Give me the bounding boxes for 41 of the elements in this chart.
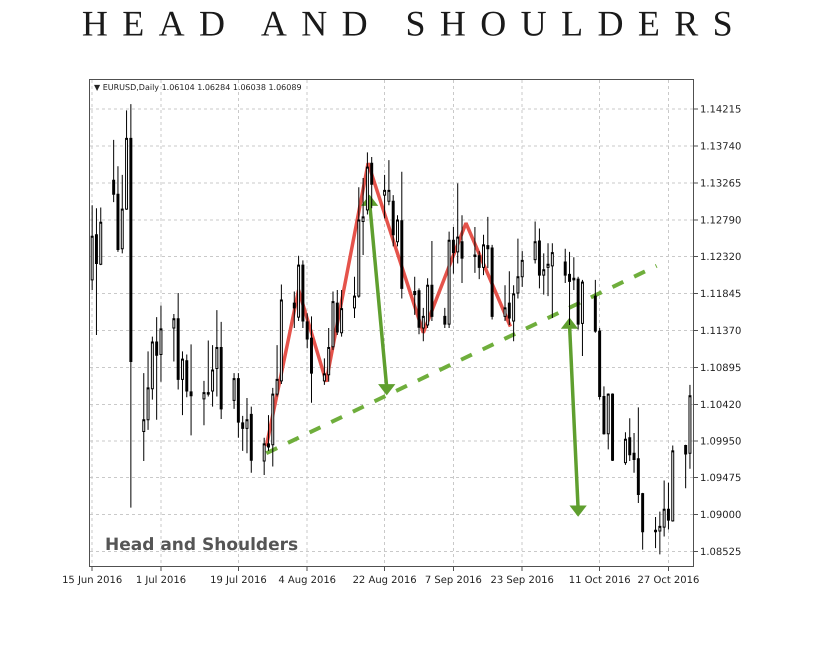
candlestick (580, 279, 584, 357)
chart-title: HEAD AND SHOULDERS (82, 3, 748, 44)
y-tick-label: 1.09475 (700, 473, 742, 484)
candlestick (129, 104, 132, 508)
x-tick-label: 23 Sep 2016 (490, 575, 554, 586)
candlestick (190, 344, 193, 436)
candlestick (327, 328, 330, 382)
y-tick-label: 1.12790 (700, 215, 742, 226)
candlestick (236, 372, 240, 438)
y-tick-label: 1.08525 (700, 547, 742, 558)
annotation: Head and Shoulders (105, 535, 298, 555)
x-tick-label: 1 Jul 2016 (136, 575, 186, 586)
candlestick (400, 171, 404, 300)
y-tick-label: 1.11845 (700, 288, 742, 300)
x-tick-label: 15 Jun 2016 (62, 575, 122, 586)
x-tick-label: 7 Sep 2016 (424, 575, 482, 586)
candlestick (611, 392, 614, 462)
candlestick (94, 208, 98, 336)
x-tick-label: 11 Oct 2016 (568, 575, 631, 586)
x-tick-label: 22 Aug 2016 (352, 575, 417, 586)
candlestick (448, 231, 451, 329)
candlestick (211, 344, 214, 408)
x-tick-label: 4 Aug 2016 (278, 575, 336, 586)
candlestick (550, 242, 554, 318)
candlestick (340, 289, 344, 338)
y-tick-label: 1.09950 (700, 436, 742, 448)
candlestick (301, 260, 304, 329)
candlestick (568, 251, 572, 326)
y-tick-label: 1.13740 (700, 142, 742, 153)
y-tick-label: 1.10895 (700, 362, 742, 374)
y-tick-label: 1.09000 (700, 510, 742, 522)
y-tick-label: 1.14215 (700, 104, 742, 116)
x-tick-label: 27 Oct 2016 (638, 575, 700, 586)
chart-subtitle: ▼ EURUSD,Daily 1.06104 1.06284 1.06038 1.06089 (94, 83, 302, 92)
y-tick-label: 1.10420 (700, 400, 742, 411)
y-tick-label: 1.12320 (700, 252, 742, 264)
y-tick-label: 1.13265 (700, 178, 742, 190)
x-tick-label: 19 Jul 2016 (210, 575, 267, 586)
y-tick-label: 1.11370 (700, 326, 742, 337)
candlestick (366, 152, 369, 216)
candlestick (516, 238, 520, 300)
